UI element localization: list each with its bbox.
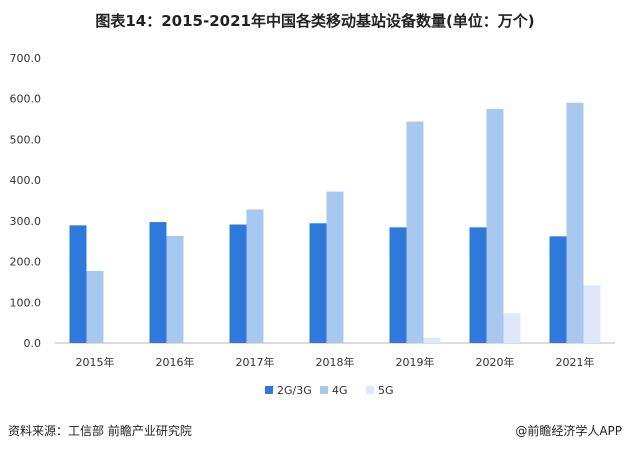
bar-4g bbox=[326, 191, 344, 343]
bar-4g bbox=[406, 121, 424, 343]
footer: 资料来源：工信部 前瞻产业研究院 @前瞻经济学人APP bbox=[8, 422, 622, 444]
bar-4g bbox=[86, 270, 104, 343]
y-tick-label: 400.0 bbox=[10, 174, 42, 187]
legend-label: 4G bbox=[332, 384, 348, 397]
legend-label: 5G bbox=[378, 384, 394, 397]
bar-4g bbox=[566, 102, 584, 344]
legend-swatch bbox=[265, 386, 273, 394]
legend-swatch bbox=[320, 386, 328, 394]
bar-5g bbox=[423, 337, 441, 343]
bar-2g3g bbox=[549, 236, 567, 343]
y-tick-label: 600.0 bbox=[10, 93, 42, 106]
brand-credit: @前瞻经济学人APP bbox=[515, 424, 622, 438]
x-tick-label: 2020年 bbox=[476, 355, 515, 369]
bar-2g3g bbox=[69, 225, 87, 343]
legend-swatch bbox=[366, 386, 374, 394]
bar-5g bbox=[503, 313, 521, 343]
bar-2g3g bbox=[389, 227, 407, 343]
legend-label: 2G/3G bbox=[277, 384, 312, 397]
x-tick-label: 2015年 bbox=[76, 355, 115, 369]
bar-4g bbox=[486, 108, 504, 344]
x-tick-label: 2017年 bbox=[236, 355, 275, 369]
y-tick-label: 100.0 bbox=[10, 296, 42, 309]
bar-chart: 0.0 100.0 200.0 300.0 400.0 500.0 600.0 700.0 20… bbox=[10, 52, 615, 397]
y-tick-label: 500.0 bbox=[10, 133, 42, 146]
y-tick-label: 200.0 bbox=[10, 256, 42, 269]
x-tick-label: 2021年 bbox=[556, 355, 595, 369]
bar-5g bbox=[583, 285, 601, 343]
bar-4g bbox=[246, 209, 264, 343]
x-tick-label: 2016年 bbox=[156, 355, 195, 369]
bar-4g bbox=[166, 235, 184, 343]
x-tick-label: 2018年 bbox=[316, 355, 355, 369]
bar-2g3g bbox=[309, 223, 327, 343]
bar-2g3g bbox=[149, 222, 167, 343]
bar-2g3g bbox=[469, 227, 487, 343]
y-tick-label: 300.0 bbox=[10, 215, 42, 228]
bar-2g3g bbox=[229, 224, 247, 343]
chart-title: 图表14：2015-2021年中国各类移动基站设备数量(单位：万个) bbox=[95, 12, 535, 30]
y-tick-label: 0.0 bbox=[24, 337, 42, 350]
y-tick-label: 700.0 bbox=[10, 52, 42, 65]
x-tick-label: 2019年 bbox=[396, 355, 435, 369]
source-note: 资料来源：工信部 前瞻产业研究院 bbox=[8, 424, 192, 438]
